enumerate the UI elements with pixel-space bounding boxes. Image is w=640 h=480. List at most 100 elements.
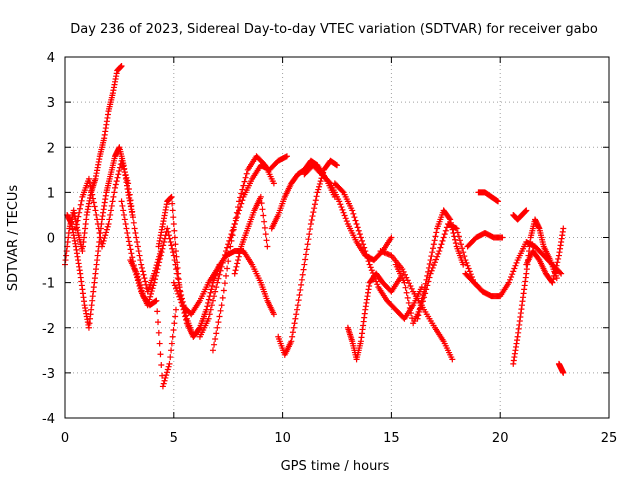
data-point (224, 244, 231, 251)
data-point (116, 164, 123, 171)
data-point (317, 178, 324, 185)
data-point (106, 216, 113, 223)
data-point (209, 347, 216, 354)
data-point (236, 250, 243, 257)
data-point (141, 275, 148, 282)
data-point (298, 276, 305, 283)
data-point (175, 270, 182, 277)
data-point (446, 215, 453, 222)
data-point (436, 248, 443, 255)
data-point (175, 276, 182, 283)
data-point (119, 202, 126, 209)
data-point (159, 383, 166, 390)
data-point (238, 190, 245, 197)
data-point (102, 232, 109, 239)
series-track-20 (464, 229, 506, 250)
data-point (95, 225, 102, 232)
data-point (551, 272, 558, 279)
data-point (294, 306, 301, 313)
data-point (435, 250, 442, 257)
data-point (107, 211, 114, 218)
data-point (509, 271, 516, 278)
data-point (420, 292, 427, 299)
data-point (368, 267, 375, 274)
data-point (223, 272, 230, 279)
data-point (169, 333, 176, 340)
data-point (170, 220, 177, 227)
data-point (349, 207, 356, 214)
data-point (153, 297, 160, 304)
x-tick-label: 0 (61, 431, 69, 446)
data-point (154, 266, 161, 273)
data-point (121, 216, 128, 223)
data-point (73, 221, 80, 228)
data-point (113, 178, 120, 185)
x-tick-label: 20 (492, 431, 509, 446)
data-point (157, 351, 164, 358)
data-point (465, 265, 472, 272)
data-point (174, 288, 181, 295)
y-tick-label: -4 (42, 412, 55, 427)
data-point (289, 333, 296, 340)
data-point (243, 170, 250, 177)
data-point (261, 161, 268, 168)
data-point (292, 315, 299, 322)
data-point (206, 311, 213, 318)
data-point (259, 206, 266, 213)
data-point (513, 259, 520, 266)
data-point (171, 234, 178, 241)
data-point (135, 276, 142, 283)
data-point (168, 347, 175, 354)
data-point (205, 315, 212, 322)
data-point (270, 180, 277, 187)
series-track-9 (209, 153, 277, 354)
data-point (121, 166, 128, 173)
data-point (428, 253, 435, 260)
data-point (161, 239, 168, 246)
series-track-1 (62, 63, 125, 268)
data-point (158, 249, 165, 256)
data-point (211, 293, 218, 300)
y-tick-label: -3 (42, 367, 55, 382)
data-point (313, 193, 320, 200)
data-point (342, 215, 349, 222)
data-point (263, 237, 270, 244)
data-point (174, 264, 181, 271)
data-point (438, 241, 445, 248)
data-point (427, 257, 434, 264)
y-tick-label: 3 (47, 96, 55, 111)
data-point (437, 244, 444, 251)
data-point (103, 226, 110, 233)
data-point (407, 283, 414, 290)
data-point (218, 302, 225, 309)
data-point (147, 293, 154, 300)
data-point (171, 320, 178, 327)
data-point (87, 183, 94, 190)
data-point (124, 229, 131, 236)
data-point (367, 264, 374, 271)
data-point (316, 180, 323, 187)
data-point (316, 183, 323, 190)
data-point (118, 157, 125, 164)
data-point (223, 248, 230, 255)
data-point (339, 188, 346, 195)
data-point (219, 259, 226, 266)
data-point (430, 241, 437, 248)
data-point (138, 287, 145, 294)
data-point (137, 281, 144, 288)
data-point (169, 249, 176, 256)
data-point (137, 284, 144, 291)
data-point (560, 225, 567, 232)
data-point (172, 306, 179, 313)
data-point (125, 180, 132, 187)
data-point (295, 297, 302, 304)
data-point (304, 241, 311, 248)
data-point (430, 262, 437, 269)
data-point (204, 303, 211, 310)
data-point (550, 276, 557, 283)
data-point (115, 171, 122, 178)
data-point (231, 270, 238, 277)
data-point (181, 310, 188, 317)
data-point (452, 236, 459, 243)
data-point (388, 234, 395, 241)
